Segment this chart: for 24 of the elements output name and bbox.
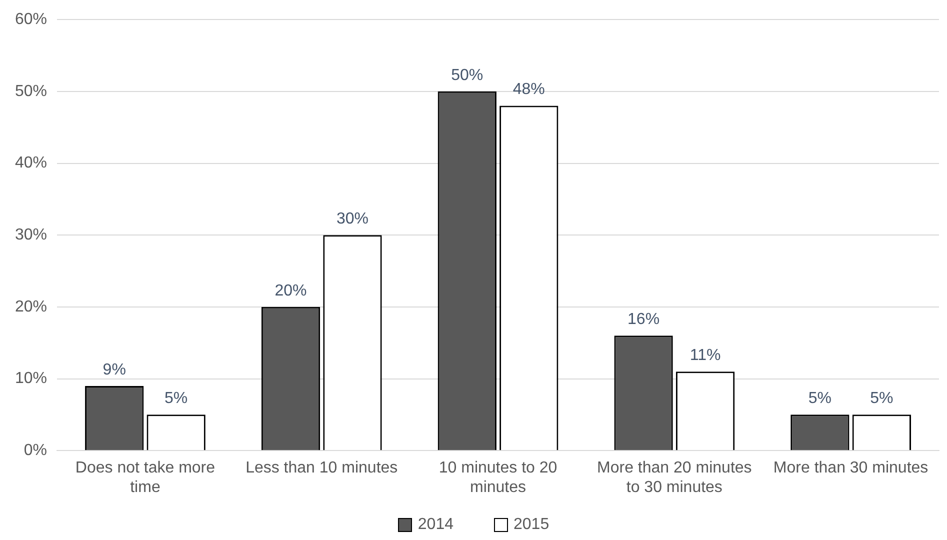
x-tick-label: More than 30 minutes <box>773 460 928 477</box>
y-tick-label: 50% <box>14 82 48 100</box>
x-tick-label: Less than 10 minutes <box>246 460 398 477</box>
y-tick-label: 20% <box>14 298 48 316</box>
x-tick-label: 10 minutes to 20 minutes <box>438 460 558 496</box>
data-label: 16% <box>628 311 660 328</box>
data-label: 48% <box>512 81 545 98</box>
x-tick-label: Does not take more time <box>75 460 216 496</box>
legend-label: 2015 <box>514 516 550 534</box>
y-tick-label: 30% <box>14 226 48 244</box>
data-label: 50% <box>451 66 484 84</box>
y-tick-label: 10% <box>14 370 48 388</box>
y-tick-label: 0% <box>24 442 48 460</box>
data-label: 9% <box>102 361 126 378</box>
data-label: 11% <box>690 346 721 364</box>
data-label: 20% <box>274 282 307 300</box>
data-label: 30% <box>336 210 368 228</box>
data-label: 5% <box>164 390 188 408</box>
y-tick-label: 60% <box>14 11 48 28</box>
x-tick-label: More than 20 minutes to 30 minutes <box>597 460 752 496</box>
y-tick-label: 40% <box>14 154 48 172</box>
data-label: 5% <box>808 390 832 408</box>
data-label: 5% <box>870 390 894 408</box>
legend-label: 2014 <box>418 516 454 534</box>
